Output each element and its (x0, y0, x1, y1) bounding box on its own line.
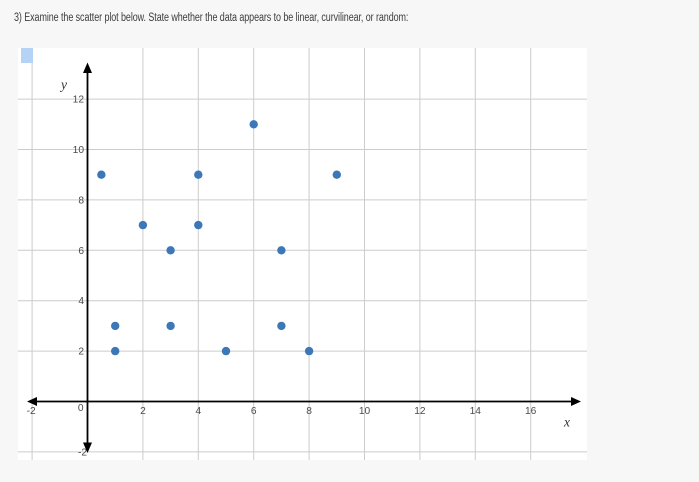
data-point (249, 120, 258, 129)
y-tick-label: -2 (78, 447, 87, 458)
x-tick-label: 14 (470, 406, 482, 417)
data-point (138, 220, 148, 230)
data-point (277, 246, 286, 255)
question-text: 3) Examine the scatter plot below. State… (14, 12, 409, 24)
y-axis-bottom-arrow (83, 442, 92, 453)
data-point (332, 170, 341, 179)
y-axis-label: y (59, 77, 67, 92)
x-tick-label: 4 (195, 406, 201, 417)
y-tick-label: 2 (78, 347, 84, 358)
x-axis-left-arrow (27, 397, 37, 406)
x-tick-label: 10 (359, 406, 371, 417)
data-point (221, 346, 231, 356)
data-point (194, 170, 203, 179)
x-tick-label: -2 (27, 406, 36, 417)
y-tick-label: 6 (78, 246, 84, 257)
origin-tick-label: 0 (78, 403, 84, 414)
x-tick-label: 6 (251, 406, 257, 417)
data-point (194, 220, 203, 230)
x-tick-label: 2 (140, 406, 146, 417)
data-point (97, 170, 106, 179)
scatter-plot: -2 0 2 4 6 8 10 12 14 16 -2 2 4 6 8 10 12 y x (18, 48, 587, 460)
data-point (111, 346, 120, 356)
y-tick-label: 4 (78, 296, 84, 307)
y-tick-label: 12 (73, 95, 85, 106)
plot-panel: -2 0 2 4 6 8 10 12 14 16 -2 2 4 6 8 10 12 y x (18, 48, 587, 460)
x-axis-right-arrow (571, 397, 581, 406)
y-axis-top-arrow (83, 62, 92, 73)
x-tick-label: 8 (306, 406, 312, 417)
data-point (111, 321, 120, 331)
y-tick-label: 10 (73, 145, 85, 156)
x-tick-label: 12 (414, 406, 426, 417)
data-point (304, 346, 314, 356)
x-axis-label: x (563, 415, 570, 430)
y-tick-label: 8 (78, 195, 84, 206)
selection-marker (21, 48, 33, 63)
data-point (277, 321, 286, 331)
data-point (166, 321, 175, 331)
x-tick-label: 16 (525, 406, 537, 417)
data-point (166, 246, 175, 255)
